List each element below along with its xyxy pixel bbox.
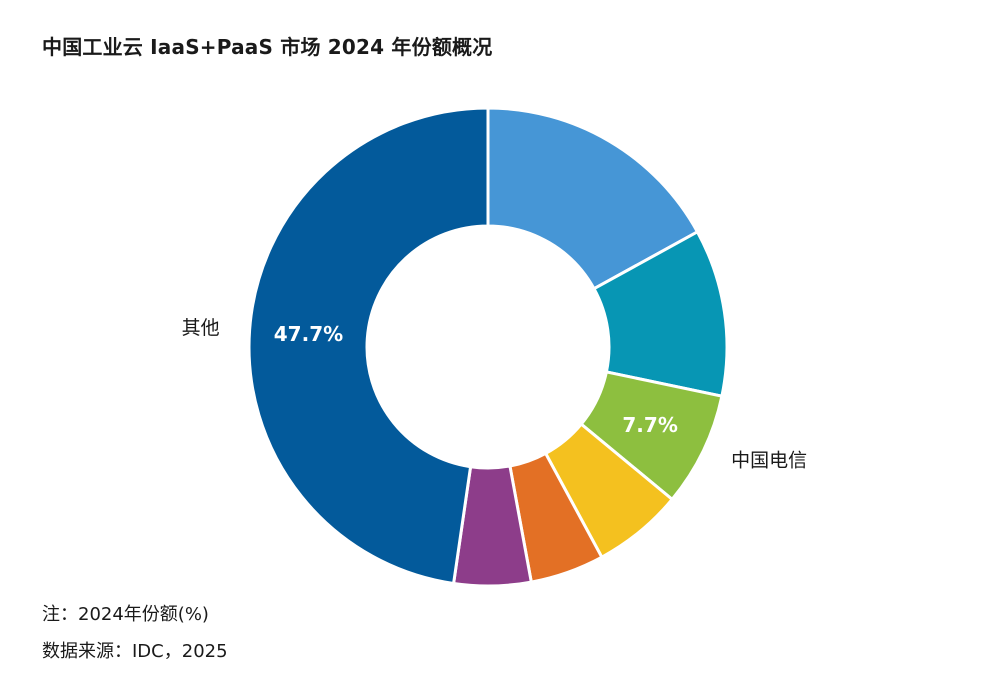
chart-title: 中国工业云 IaaS+PaaS 市场 2024 年份额概况 xyxy=(42,35,493,59)
source-note: 数据来源：IDC，2025 xyxy=(42,641,228,662)
slice-category-label: 其他 xyxy=(182,317,220,339)
donut-slices xyxy=(247,106,729,588)
footnote: 注：2024年份额(%) xyxy=(42,604,209,625)
slice-value-label: 7.7% xyxy=(622,413,677,437)
slice-7 xyxy=(247,106,490,586)
slice-category-label: 中国电信 xyxy=(731,449,807,471)
slice-value-label: 47.7% xyxy=(274,322,343,346)
donut-labels: 7.7% 中国电信 47.7% 其他 xyxy=(182,317,807,471)
slice-1 xyxy=(486,106,700,291)
